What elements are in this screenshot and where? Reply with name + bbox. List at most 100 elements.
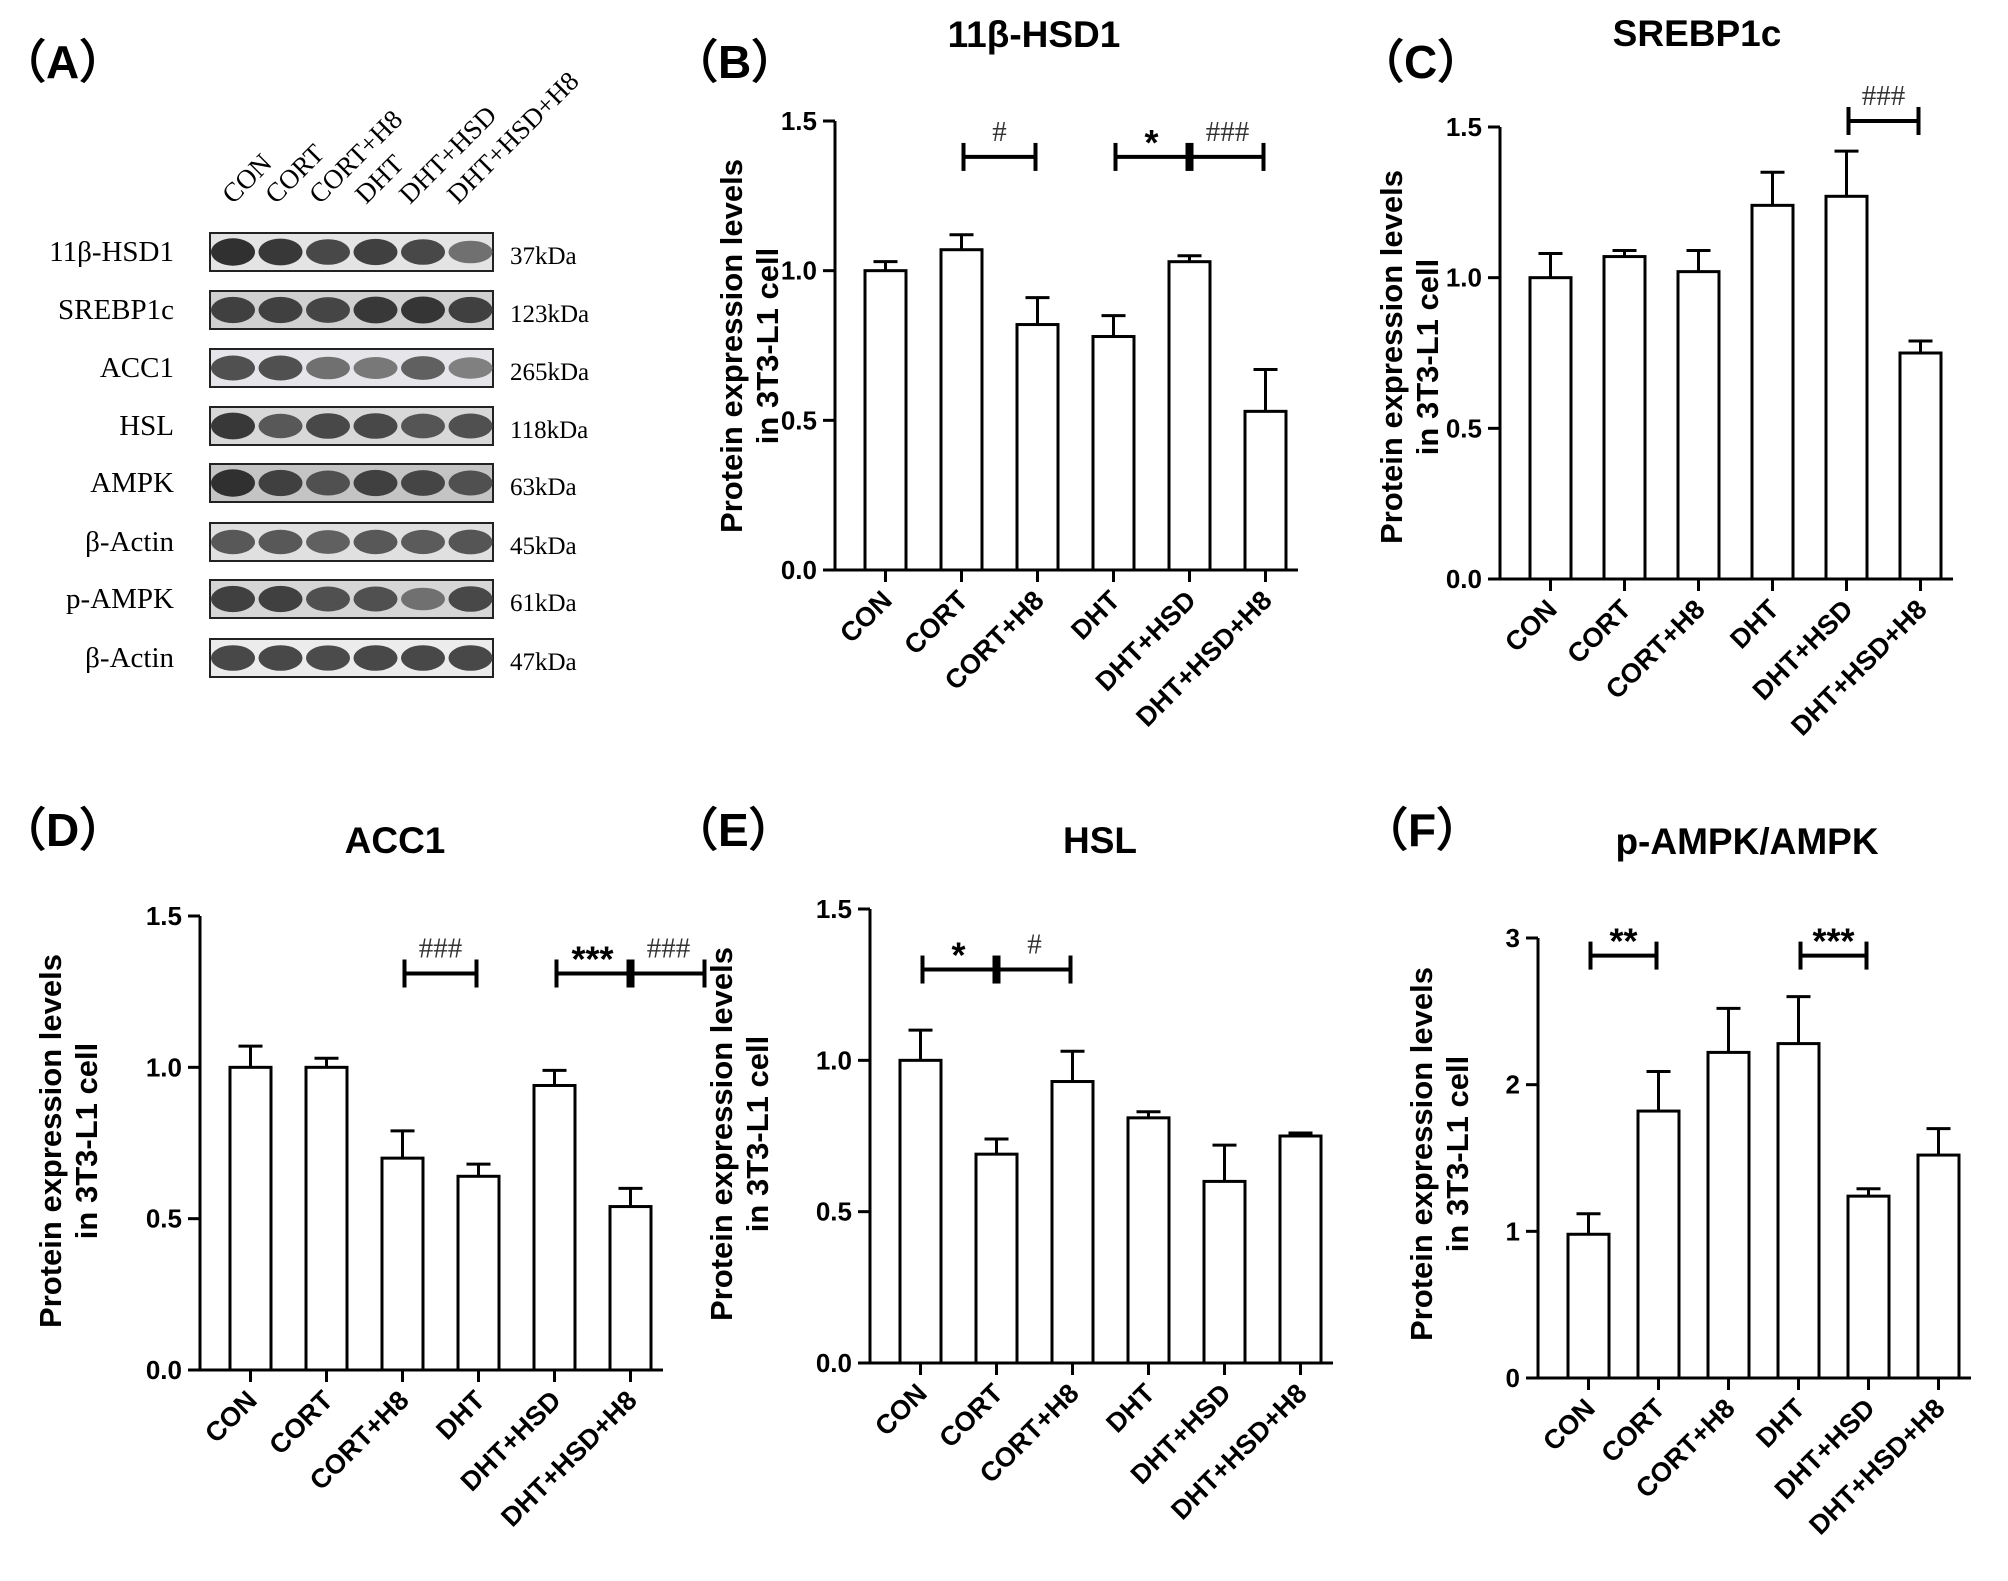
bar xyxy=(939,248,984,572)
y-tick-label: 1.0 xyxy=(1446,263,1482,293)
y-axis-label: Protein expression levelsin 3T3-L1 cell xyxy=(704,947,775,1321)
blot-size-label: 118kDa xyxy=(510,417,588,444)
western-blot-panel: CONCORTCORT+H8DHTDHT+HSDDHT+HSD+H811β-HS… xyxy=(49,66,589,678)
chart-hsl: HSL Protein expression levelsin 3T3-L1 ce… xyxy=(704,820,1333,1525)
y-tick-label: 0.0 xyxy=(781,555,817,585)
y-axis-label-line: in 3T3-L1 cell xyxy=(1410,259,1445,455)
bar xyxy=(1528,276,1573,581)
blot-band xyxy=(211,238,255,266)
blot-band xyxy=(211,529,255,555)
x-tick-label: CON xyxy=(834,585,898,649)
blot-band xyxy=(306,530,350,554)
significance-label: ### xyxy=(1862,80,1906,112)
blot-band xyxy=(353,357,398,379)
blot-protein-label: 11β-HSD1 xyxy=(49,236,174,268)
blot-size-label: 37kDa xyxy=(510,243,577,270)
bar xyxy=(1676,270,1721,581)
blot-band xyxy=(258,585,303,613)
y-axis-label-line: Protein expression levels xyxy=(714,159,749,533)
blot-band xyxy=(401,470,445,496)
blot-band xyxy=(306,239,350,265)
blot-band xyxy=(401,529,445,555)
blot-protein-label: β-Actin xyxy=(85,642,174,674)
y-axis-label-line: Protein expression levels xyxy=(33,954,68,1328)
blot-band xyxy=(211,585,255,613)
x-tick-label: DHT+HSD+H8 xyxy=(1130,585,1277,732)
x-tick-label: DHT xyxy=(1065,585,1126,646)
blot-strip xyxy=(209,348,494,388)
blot-strip xyxy=(209,290,494,330)
bar xyxy=(1750,203,1795,581)
blot-band xyxy=(258,645,303,671)
y-tick-label: 1.5 xyxy=(1446,112,1482,142)
blot-band xyxy=(401,239,445,265)
blot-band xyxy=(258,355,303,381)
bar xyxy=(608,1205,653,1372)
blot-band xyxy=(448,357,493,379)
y-axis-label-line: in 3T3-L1 cell xyxy=(740,1036,775,1232)
bar xyxy=(1566,1232,1611,1380)
y-axis-label-line: Protein expression levels xyxy=(704,947,739,1321)
y-tick-label: 0.0 xyxy=(146,1355,182,1385)
panel-label-a: （A） xyxy=(0,36,125,88)
y-tick-label: 1.0 xyxy=(816,1045,852,1075)
blot-band xyxy=(353,296,398,324)
blot-size-label: 265kDa xyxy=(510,359,589,386)
blot-band xyxy=(258,469,303,497)
panel-label-c: （C） xyxy=(1358,36,1483,88)
blot-size-label: 61kDa xyxy=(510,590,577,617)
blot-protein-label: SREBP1c xyxy=(58,294,174,326)
bar xyxy=(1776,1042,1821,1380)
bar xyxy=(1916,1153,1961,1380)
blot-strip xyxy=(209,406,494,446)
x-tick-label: DHT+HSD+H8 xyxy=(495,1385,642,1532)
y-tick-label: 3 xyxy=(1506,923,1520,953)
y-tick-label: 1.0 xyxy=(781,256,817,286)
blot-band xyxy=(306,356,350,380)
blot-band xyxy=(211,412,255,440)
x-tick-label: DHT xyxy=(1750,1393,1811,1454)
chart-title: HSL xyxy=(1063,820,1137,861)
blot-band xyxy=(401,296,445,324)
significance-label: *** xyxy=(571,939,613,980)
x-tick-label: CON xyxy=(1499,594,1563,658)
chart-srebp1c: SREBP1c Protein expression levelsin 3T3-L… xyxy=(1374,13,1953,741)
bar xyxy=(1898,351,1943,581)
bar xyxy=(1706,1050,1751,1380)
blot-band xyxy=(448,586,493,612)
chart-title: SREBP1c xyxy=(1613,13,1782,54)
blot-band xyxy=(211,645,255,671)
blot-band xyxy=(448,413,493,439)
blot-protein-label: HSL xyxy=(119,410,174,442)
x-tick-label: CON xyxy=(869,1378,933,1442)
y-tick-label: 0.5 xyxy=(146,1204,182,1234)
bar xyxy=(974,1152,1019,1365)
blot-band xyxy=(448,240,493,264)
blot-size-label: 123kDa xyxy=(510,301,589,328)
blot-band xyxy=(401,356,445,380)
blot-band xyxy=(258,413,303,439)
significance-label: * xyxy=(1144,122,1158,163)
blot-band xyxy=(448,470,493,496)
y-tick-label: 1.5 xyxy=(146,901,182,931)
blot-protein-label: p-AMPK xyxy=(66,583,174,615)
blot-band xyxy=(306,586,350,612)
blot-band xyxy=(401,645,445,671)
blot-band xyxy=(448,529,493,555)
blot-band xyxy=(258,529,303,555)
significance-label: ### xyxy=(647,933,691,965)
blot-strip xyxy=(209,638,494,678)
blot-band xyxy=(258,238,303,266)
blot-protein-label: AMPK xyxy=(90,467,174,499)
bar xyxy=(380,1156,425,1372)
y-tick-label: 1.5 xyxy=(781,106,817,136)
x-tick-label: DHT xyxy=(1724,594,1785,655)
chart-title: ACC1 xyxy=(345,820,446,861)
y-axis-label: Protein expression levelsin 3T3-L1 cell xyxy=(1374,170,1445,544)
chart-title: p-AMPK/AMPK xyxy=(1615,821,1878,862)
bar xyxy=(1636,1109,1681,1380)
y-tick-label: 1.0 xyxy=(146,1052,182,1082)
significance-label: ### xyxy=(419,933,463,965)
blot-band xyxy=(401,587,445,611)
y-axis-label: Protein expression levelsin 3T3-L1 cell xyxy=(714,159,785,533)
